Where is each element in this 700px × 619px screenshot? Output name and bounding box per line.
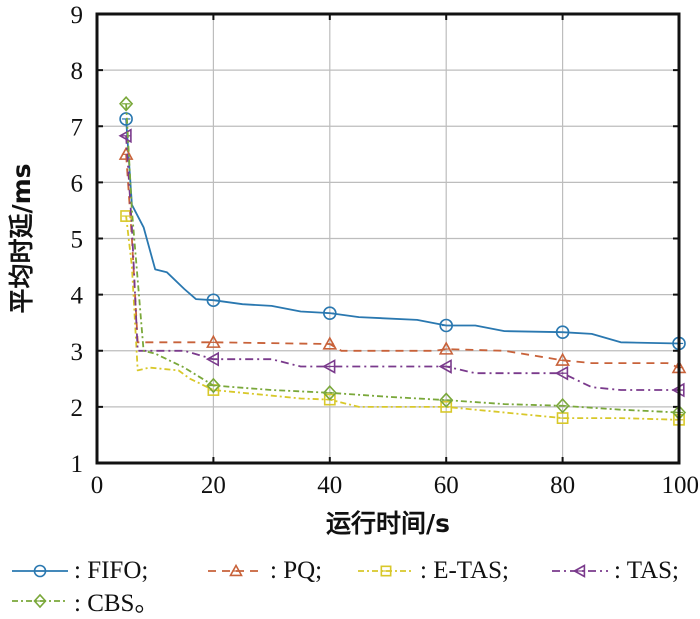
data-point-cbs: [322, 385, 337, 401]
data-point-tas: [205, 351, 219, 367]
legend-swatch-cbs: [12, 593, 68, 609]
legend-item-pq: : PQ;: [208, 557, 323, 584]
legend-swatch-pq: [208, 563, 264, 577]
grid-lines: [97, 14, 679, 463]
legend-marker: [572, 564, 586, 578]
legend-marker: [380, 565, 392, 577]
tick-labels: 1 2 3 4 5 6 7 8 9 0 20 40 60 80 100: [71, 2, 700, 499]
plot-frame: [95, 12, 681, 465]
legend-label-tas: : TAS;: [614, 557, 679, 584]
legend-swatch-fifo: [12, 564, 68, 578]
series-fifo: [119, 112, 686, 351]
series-line-fifo: [125, 118, 680, 345]
y-tick-label: 4: [71, 283, 84, 310]
legend-item-fifo: : FIFO;: [12, 557, 149, 584]
data-point-tas: [438, 359, 452, 374]
data-point-e-tas: [323, 393, 336, 406]
y-tick-label: 2: [71, 395, 84, 422]
legend-label-e-tas: : E-TAS;: [420, 557, 509, 584]
y-tick-label: 1: [71, 451, 84, 478]
x-tick-label: 0: [91, 472, 104, 499]
series-layer: [118, 96, 687, 426]
y-tick-label: 3: [71, 339, 84, 366]
data-point-e-tas: [440, 400, 453, 413]
legend-marker: [33, 593, 47, 609]
legend-item-cbs: : CBS。: [12, 588, 159, 617]
legend-label-cbs: : CBS。: [74, 590, 160, 617]
legend: : FIFO; : PQ; : E-TAS; : TAS; : CBS。: [0, 557, 700, 618]
legend-item-tas: : TAS;: [552, 557, 679, 584]
legend-item-e-tas: : E-TAS;: [358, 557, 509, 584]
y-tick-label: 6: [71, 170, 84, 197]
data-point-cbs: [119, 96, 134, 112]
series-line-pq: [125, 154, 680, 369]
data-point-cbs: [555, 397, 570, 414]
data-point-fifo: [206, 293, 221, 308]
data-point-fifo: [439, 318, 454, 333]
x-tick-label: 20: [201, 472, 226, 499]
legend-swatch-tas: [552, 564, 608, 578]
series-line-e-tas: [125, 215, 680, 421]
series-tas: [118, 128, 685, 398]
x-tick-label: 100: [662, 472, 700, 499]
series-cbs: [119, 96, 687, 421]
x-axis-title: 运行时间/s: [326, 509, 450, 538]
data-point-fifo: [555, 325, 570, 340]
legend-label-pq: : PQ;: [270, 557, 323, 584]
x-tick-label: 60: [434, 472, 459, 499]
data-point-tas: [554, 365, 569, 381]
x-tick-label: 40: [317, 472, 342, 499]
series-line-tas: [125, 135, 679, 391]
data-point-tas: [118, 128, 132, 144]
series-e-tas: [120, 210, 685, 426]
x-tick-label: 80: [550, 472, 575, 499]
y-axis-title: 平均时延/ms: [7, 163, 36, 313]
data-point-cbs: [206, 377, 221, 394]
data-point-e-tas: [120, 210, 132, 222]
data-point-tas: [322, 359, 336, 374]
legend-swatch-e-tas: [358, 565, 414, 577]
line-chart: 1 2 3 4 5 6 7 8 9 0 20 40 60 80 100 运行时间/s 平均时延/ms: [7, 2, 700, 538]
y-tick-label: 5: [71, 227, 84, 254]
series-line-cbs: [125, 103, 680, 414]
legend-marker: [33, 564, 47, 578]
y-tick-label: 8: [71, 58, 84, 85]
data-point-fifo: [322, 306, 337, 320]
y-tick-label: 7: [71, 114, 84, 141]
legend-label-fifo: : FIFO;: [74, 557, 149, 584]
y-tick-label: 9: [71, 2, 84, 29]
data-point-cbs: [439, 392, 454, 408]
